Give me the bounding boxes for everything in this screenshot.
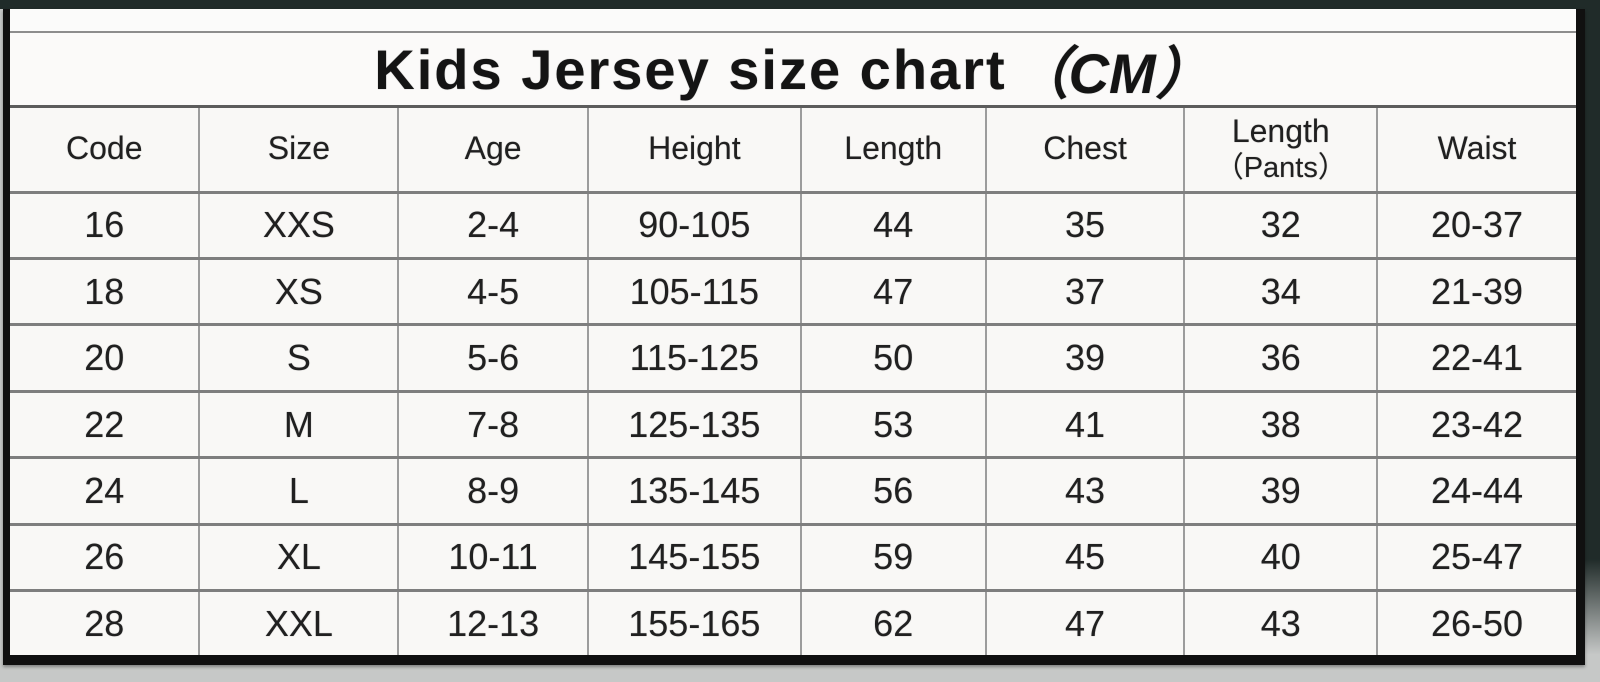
header-age: Age <box>397 108 589 194</box>
table-cell: XS <box>198 256 400 327</box>
table-cell: 45 <box>984 522 1186 593</box>
table-cell: 5-6 <box>397 323 589 393</box>
table-cell: 32 <box>1183 190 1379 260</box>
size-chart-sheet: Kids Jersey size chart （CM） Code Size Ag… <box>3 9 1585 665</box>
table-cell: 59 <box>799 522 987 593</box>
table-cell: 38 <box>1183 389 1379 460</box>
table-body: 16 XXS 2-4 90-105 44 35 32 20-37 18 XS 4-5 105-115 4… <box>10 190 1576 655</box>
table-cell: 115-125 <box>586 323 802 393</box>
table-cell: 24-44 <box>1376 456 1576 526</box>
header-length-pants-line1: Length <box>1231 113 1330 150</box>
header-size: Size <box>198 108 400 194</box>
table-cell: XL <box>198 522 400 593</box>
header-waist: Waist <box>1376 108 1576 194</box>
table-cell: 21-39 <box>1376 256 1576 327</box>
table-cell: XXL <box>198 589 400 655</box>
photo-top-margin <box>0 0 1600 9</box>
table-cell: 43 <box>1183 589 1379 655</box>
header-chest: Chest <box>984 108 1186 194</box>
table-cell: 7-8 <box>397 389 589 460</box>
table-cell: 8-9 <box>397 456 589 526</box>
chart-title: Kids Jersey size chart （CM） <box>10 33 1576 108</box>
table-cell: 56 <box>799 456 987 526</box>
chart-title-unit: （CM） <box>1012 41 1212 105</box>
table-cell: 53 <box>799 389 987 460</box>
table-row: 26 XL 10-11 145-155 59 45 40 25-47 <box>10 522 1576 593</box>
table-cell: 40 <box>1183 522 1379 593</box>
table-cell: 24 <box>10 456 201 526</box>
table-cell: 37 <box>984 256 1186 327</box>
table-row: 16 XXS 2-4 90-105 44 35 32 20-37 <box>10 190 1576 260</box>
header-length-pants-line2: （Pants） <box>1214 152 1347 185</box>
table-cell: 39 <box>984 323 1186 393</box>
table-cell: 22-41 <box>1376 323 1576 393</box>
table-cell: 47 <box>799 256 987 327</box>
table-cell: M <box>198 389 400 460</box>
table-cell: 43 <box>984 456 1186 526</box>
header-row: Code Size Age Height Length Chest Length… <box>10 108 1576 194</box>
table-cell: 23-42 <box>1376 389 1576 460</box>
header-height: Height <box>586 108 802 194</box>
table-cell: 4-5 <box>397 256 589 327</box>
table-cell: L <box>198 456 400 526</box>
sheet-top-strip <box>10 9 1576 33</box>
table-cell: 90-105 <box>586 190 802 260</box>
table-row: 24 L 8-9 135-145 56 43 39 24-44 <box>10 456 1576 526</box>
table-cell: 39 <box>1183 456 1379 526</box>
table-cell: 145-155 <box>586 522 802 593</box>
table-cell: S <box>198 323 400 393</box>
table-row: 20 S 5-6 115-125 50 39 36 22-41 <box>10 323 1576 393</box>
table-cell: 135-145 <box>586 456 802 526</box>
table-cell: 36 <box>1183 323 1379 393</box>
table-row: 28 XXL 12-13 155-165 62 47 43 26-50 <box>10 589 1576 655</box>
table-cell: 26-50 <box>1376 589 1576 655</box>
table-cell: 12-13 <box>397 589 589 655</box>
table-cell: 47 <box>984 589 1186 655</box>
table-cell: 28 <box>10 589 201 655</box>
table-cell: 20-37 <box>1376 190 1576 260</box>
table-cell: 35 <box>984 190 1186 260</box>
table-cell: 155-165 <box>586 589 802 655</box>
table-row: 18 XS 4-5 105-115 47 37 34 21-39 <box>10 256 1576 327</box>
table-row: 22 M 7-8 125-135 53 41 38 23-42 <box>10 389 1576 460</box>
table-cell: 26 <box>10 522 201 593</box>
table-cell: 22 <box>10 389 201 460</box>
table-cell: 10-11 <box>397 522 589 593</box>
header-length: Length <box>799 108 987 194</box>
table-cell: 62 <box>799 589 987 655</box>
table-cell: 20 <box>10 323 201 393</box>
table-cell: XXS <box>198 190 400 260</box>
table-cell: 50 <box>799 323 987 393</box>
table-cell: 2-4 <box>397 190 589 260</box>
chart-title-text: Kids Jersey size chart <box>374 37 1007 101</box>
header-length-pants: Length （Pants） <box>1183 108 1379 194</box>
header-code: Code <box>10 108 201 194</box>
table-cell: 34 <box>1183 256 1379 327</box>
table-cell: 16 <box>10 190 201 260</box>
table-cell: 105-115 <box>586 256 802 327</box>
table-cell: 25-47 <box>1376 522 1576 593</box>
table-cell: 125-135 <box>586 389 802 460</box>
table-cell: 41 <box>984 389 1186 460</box>
table-cell: 18 <box>10 256 201 327</box>
table-cell: 44 <box>799 190 987 260</box>
photo-right-margin <box>1585 0 1600 682</box>
size-chart-table: Code Size Age Height Length Chest Length… <box>10 108 1576 655</box>
